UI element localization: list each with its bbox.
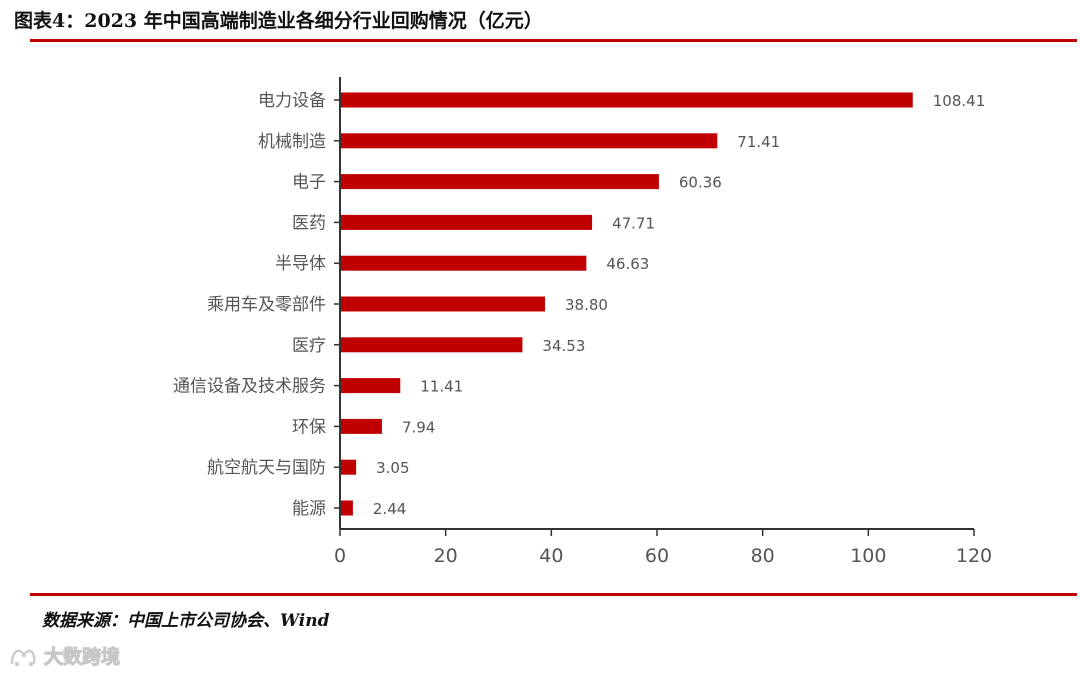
bar bbox=[340, 174, 659, 190]
page-title: 图表4：2023 年中国高端制造业各细分行业回购情况（亿元） bbox=[14, 10, 543, 32]
value-label: 3.05 bbox=[376, 459, 409, 477]
bar bbox=[340, 296, 545, 312]
category-label: 机械制造 bbox=[258, 132, 326, 152]
bars-group bbox=[340, 92, 913, 516]
bar bbox=[340, 459, 357, 475]
category-label: 半导体 bbox=[275, 254, 326, 274]
bar bbox=[340, 418, 382, 434]
category-label: 乘用车及零部件 bbox=[207, 295, 326, 315]
x-tick-label: 100 bbox=[850, 545, 886, 567]
x-tick-label: 20 bbox=[434, 545, 458, 567]
bar bbox=[340, 92, 913, 108]
value-label: 60.36 bbox=[679, 174, 722, 192]
category-label: 电子 bbox=[292, 173, 326, 193]
x-tick-label: 60 bbox=[645, 545, 669, 567]
bar bbox=[340, 500, 353, 516]
top-divider bbox=[30, 39, 1077, 42]
source-note: 数据来源：中国上市公司协会、Wind bbox=[42, 611, 330, 631]
value-label: 34.53 bbox=[542, 337, 585, 355]
value-label: 11.41 bbox=[420, 378, 463, 396]
axes-group: 电力设备 108.41 机械制造 71.41 电子 60.36 医药 47.71 半导体 46.6… bbox=[173, 77, 992, 567]
category-label: 能源 bbox=[292, 499, 326, 519]
value-label: 7.94 bbox=[402, 418, 435, 436]
bar bbox=[340, 337, 523, 353]
bar bbox=[340, 133, 718, 149]
x-tick-label: 40 bbox=[539, 545, 563, 567]
x-tick-label: 0 bbox=[334, 545, 346, 567]
x-tick-label: 80 bbox=[751, 545, 775, 567]
category-label: 医疗 bbox=[292, 336, 326, 356]
bottom-divider bbox=[30, 593, 1077, 596]
watermark: 大数跨境 bbox=[8, 642, 121, 669]
x-tick-label: 120 bbox=[956, 545, 992, 567]
value-label: 46.63 bbox=[606, 255, 649, 273]
watermark-text: 大数跨境 bbox=[43, 646, 121, 669]
category-label: 环保 bbox=[292, 417, 326, 437]
value-label: 71.41 bbox=[737, 133, 780, 151]
brand-logo-icon bbox=[10, 649, 36, 666]
bar bbox=[340, 214, 593, 230]
category-label: 电力设备 bbox=[258, 91, 326, 111]
category-label: 航空航天与国防 bbox=[207, 458, 326, 478]
value-label: 47.71 bbox=[612, 214, 655, 232]
value-label: 38.80 bbox=[565, 296, 608, 314]
value-label: 2.44 bbox=[373, 500, 406, 518]
bar bbox=[340, 255, 587, 271]
value-label: 108.41 bbox=[933, 92, 986, 110]
bar bbox=[340, 378, 401, 394]
category-label: 通信设备及技术服务 bbox=[173, 377, 326, 397]
category-label: 医药 bbox=[292, 213, 326, 233]
